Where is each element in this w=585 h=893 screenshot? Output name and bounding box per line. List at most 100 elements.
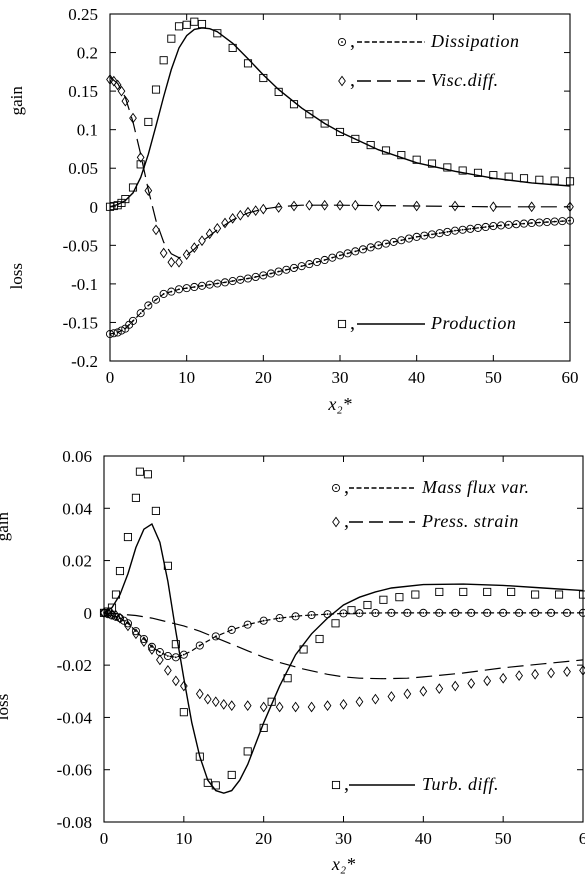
data-point	[275, 701, 284, 713]
legend-marker	[331, 780, 341, 790]
data-point-center	[566, 611, 568, 614]
data-point	[211, 696, 220, 708]
data-point	[565, 216, 575, 225]
data-point	[197, 19, 207, 29]
data-point	[151, 295, 161, 304]
data-point-center	[484, 226, 487, 228]
data-point	[205, 280, 214, 289]
data-point	[458, 225, 467, 234]
data-point	[450, 226, 460, 235]
data-point	[443, 163, 452, 172]
data-point	[144, 117, 153, 127]
data-point	[512, 220, 521, 229]
data-point	[259, 203, 268, 215]
data-point	[371, 608, 380, 618]
legend-marker	[338, 75, 346, 87]
data-point	[190, 242, 199, 254]
data-point-center	[400, 239, 403, 242]
data-point	[243, 620, 252, 629]
data-point-center	[390, 611, 393, 614]
data-point	[355, 696, 364, 708]
data-point	[473, 223, 483, 232]
plot-frame	[109, 13, 571, 362]
data-point	[259, 701, 268, 713]
x-tick-label: 20	[255, 829, 272, 848]
data-point	[458, 166, 467, 175]
data-point	[179, 708, 188, 717]
data-point	[219, 698, 228, 710]
x-tick-label: 10	[175, 829, 192, 848]
data-point	[109, 75, 118, 87]
data-point	[435, 683, 444, 695]
data-point	[140, 636, 148, 647]
data-point-center	[270, 272, 272, 275]
data-point	[499, 608, 508, 617]
data-point-center	[185, 287, 188, 290]
data-point-center	[523, 222, 525, 225]
x-axis-label: x₂*	[331, 854, 355, 874]
data-point	[499, 672, 508, 684]
data-point	[275, 614, 284, 623]
data-point-center	[415, 235, 418, 238]
data-point	[132, 628, 140, 640]
data-point	[236, 209, 245, 221]
legend-marker-center	[335, 487, 337, 489]
data-point-center	[230, 628, 233, 631]
data-point-center	[316, 261, 318, 263]
data-point	[119, 616, 129, 625]
data-point	[297, 262, 306, 271]
y-tick-label: -0.2	[71, 352, 98, 371]
data-point	[182, 20, 191, 29]
data-point-center	[143, 638, 145, 640]
data-point-center	[323, 259, 326, 261]
data-point	[128, 183, 138, 192]
y-tick-label: -0.05	[63, 236, 98, 255]
data-point-center	[553, 220, 556, 223]
data-point	[124, 620, 132, 632]
data-point	[163, 651, 172, 661]
data-point-center	[193, 286, 196, 288]
data-point	[283, 674, 292, 683]
data-point-center	[128, 323, 131, 326]
x-axis-label: x₂*	[327, 394, 351, 414]
data-point	[305, 199, 314, 211]
data-point	[397, 236, 406, 245]
data-point	[244, 206, 252, 218]
data-point	[213, 29, 222, 38]
legend-label: Dissipation	[430, 31, 520, 51]
data-point	[531, 668, 539, 680]
data-point	[143, 470, 152, 479]
data-point	[371, 693, 380, 705]
data-point-center	[546, 221, 548, 223]
data-point	[136, 160, 145, 169]
series-line	[109, 76, 570, 259]
data-point	[113, 328, 122, 337]
x-tick-label: 50	[485, 368, 502, 387]
data-point-center	[515, 223, 518, 226]
x-tick-label: 0	[100, 829, 109, 848]
data-point-center	[208, 283, 211, 286]
legend: , Dissipation, Visc.diff., Production	[337, 30, 520, 334]
data-point	[355, 609, 364, 618]
data-point	[198, 235, 206, 247]
data-point-center	[139, 312, 142, 315]
y-tick-label: 0.25	[68, 5, 98, 24]
y-tick-label: 0.05	[68, 159, 98, 178]
data-point-center	[534, 611, 536, 614]
data-point-center	[158, 651, 161, 653]
data-point	[527, 201, 536, 213]
data-point	[171, 675, 180, 687]
data-point-center	[492, 225, 495, 227]
data-point	[579, 664, 585, 676]
data-point-center	[285, 268, 288, 271]
data-point-center	[151, 645, 153, 648]
legend-marker	[337, 319, 347, 329]
data-point	[116, 612, 124, 624]
legend-label: Press. strain	[421, 511, 519, 531]
data-point-center	[339, 254, 341, 257]
series-visc-diff	[106, 74, 574, 268]
data-point	[531, 590, 540, 599]
data-point-center	[346, 252, 349, 255]
data-point	[243, 700, 252, 712]
data-point	[535, 218, 544, 227]
